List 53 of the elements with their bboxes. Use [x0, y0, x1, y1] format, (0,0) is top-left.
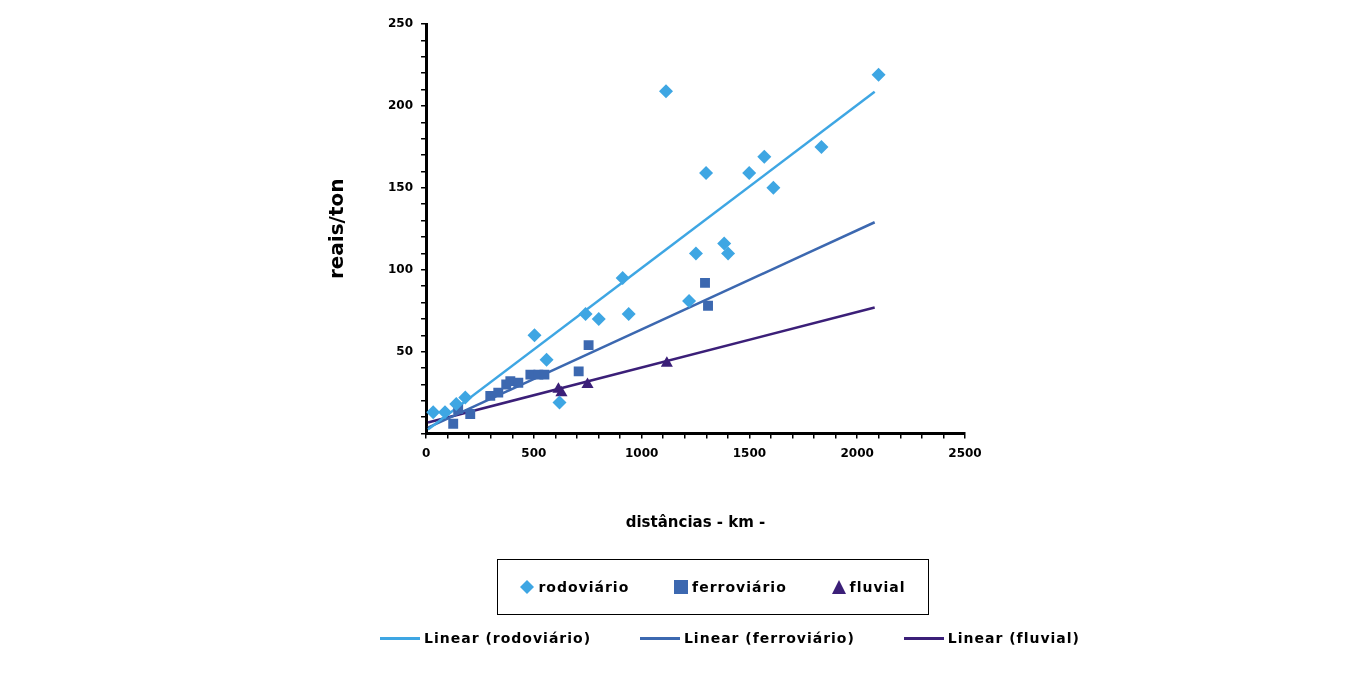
- point: [426, 405, 441, 420]
- point: [539, 352, 554, 367]
- y-tick-label: 150: [387, 179, 414, 194]
- point: [688, 246, 703, 261]
- y-tick-label: 100: [387, 261, 414, 276]
- point: [700, 277, 710, 288]
- x-tick-label: 0: [421, 445, 431, 460]
- point: [448, 418, 459, 429]
- point: [527, 328, 542, 343]
- point: [766, 180, 781, 195]
- y-tick-label: 200: [387, 98, 414, 113]
- point: [578, 307, 593, 321]
- point: [621, 307, 636, 321]
- point: [742, 166, 757, 181]
- point: [449, 397, 464, 412]
- point: [583, 340, 594, 351]
- point: [703, 300, 713, 311]
- point: [493, 387, 504, 398]
- point: [438, 405, 453, 420]
- point: [717, 236, 732, 251]
- y-tick-label: 50: [396, 343, 414, 358]
- y-axis-title: reais/ton: [324, 178, 349, 280]
- x-tick-label: 2000: [840, 445, 874, 460]
- point: [871, 67, 886, 82]
- point: [660, 356, 673, 367]
- point: [699, 166, 714, 181]
- point: [721, 246, 736, 261]
- point: [513, 377, 524, 388]
- x-tick-label: 1000: [624, 445, 659, 460]
- legend-label: rodoviário: [538, 579, 630, 595]
- point: [458, 390, 473, 405]
- y-tick-label: 250: [387, 16, 414, 31]
- point: [615, 270, 630, 285]
- point: [555, 385, 568, 397]
- point: [757, 149, 772, 164]
- point: [658, 84, 673, 99]
- x-tick-label: 1500: [732, 445, 767, 460]
- x-axis-title: distâncias - km -: [625, 512, 766, 531]
- x-tick-label: 2500: [948, 445, 982, 460]
- legend-label: Linear (fluvial): [947, 630, 1080, 646]
- point: [539, 369, 550, 380]
- point: [573, 366, 584, 377]
- point: [552, 395, 567, 410]
- x-tick-label: 500: [521, 445, 547, 460]
- legend-label: Linear (rodoviário): [424, 630, 592, 646]
- legend-label: ferroviário: [692, 579, 787, 595]
- point: [581, 377, 594, 388]
- point: [682, 293, 697, 308]
- legend-label: Linear (ferroviário): [683, 630, 855, 646]
- legend-label: fluvial: [849, 579, 906, 595]
- point: [591, 311, 606, 326]
- point: [814, 139, 829, 154]
- point: [465, 408, 476, 419]
